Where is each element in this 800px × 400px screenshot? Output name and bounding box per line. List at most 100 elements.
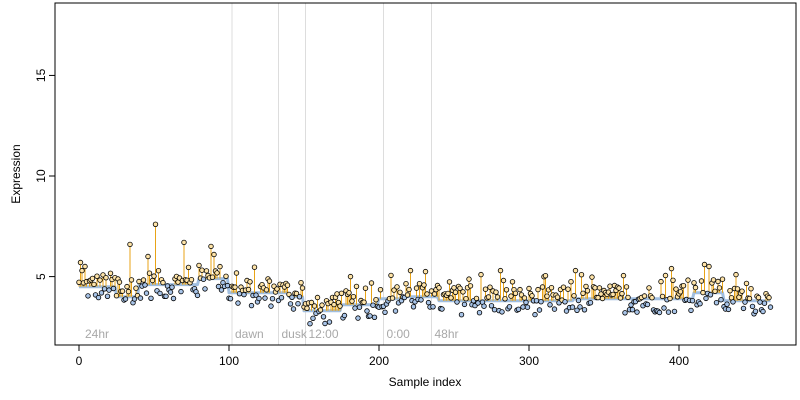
data-point <box>143 290 150 296</box>
data-point <box>547 302 553 308</box>
baseline-line <box>79 277 771 313</box>
data-point <box>304 305 310 311</box>
data-point <box>503 287 510 293</box>
data-point <box>91 281 97 288</box>
data-point <box>577 304 583 310</box>
data-point <box>448 295 454 301</box>
data-point <box>307 321 313 327</box>
data-point <box>388 272 394 279</box>
data-point <box>755 294 762 301</box>
data-point <box>122 296 129 302</box>
data-point <box>571 293 577 299</box>
x-tick-label: 0 <box>76 354 83 368</box>
data-point <box>749 303 756 310</box>
data-point <box>116 279 123 285</box>
data-point <box>724 301 730 307</box>
data-point <box>413 285 420 291</box>
data-point <box>106 287 112 293</box>
data-point <box>538 299 544 305</box>
data-point <box>308 299 315 306</box>
data-point <box>146 270 153 276</box>
data-point <box>404 292 411 298</box>
data-point <box>263 287 270 293</box>
data-point <box>634 309 640 315</box>
data-point <box>482 286 489 292</box>
data-point <box>85 293 91 299</box>
data-point <box>712 288 718 294</box>
data-point <box>568 279 574 285</box>
data-point <box>218 287 225 293</box>
x-axis: 0 100 200 300 400 <box>76 344 689 368</box>
data-point <box>203 268 210 274</box>
data-point <box>334 291 340 297</box>
data-point <box>406 286 412 293</box>
data-point <box>416 281 423 287</box>
data-point <box>689 298 696 304</box>
data-point <box>407 267 414 274</box>
data-point <box>256 295 262 302</box>
data-point <box>133 285 139 291</box>
data-point <box>452 289 459 295</box>
annotation-labels: 24hr dawn dusk 12:00 0:00 48hr <box>85 327 459 341</box>
x-tick-label: 400 <box>669 354 689 368</box>
data-point <box>233 270 240 276</box>
data-point <box>223 273 229 279</box>
data-point <box>355 315 361 321</box>
data-point <box>727 288 733 294</box>
data-point <box>322 320 328 327</box>
annotation-label-start: 24hr <box>85 327 109 341</box>
data-point <box>293 290 300 297</box>
data-point <box>137 295 144 301</box>
data-point <box>659 293 666 300</box>
data-point <box>562 299 568 305</box>
data-point <box>317 307 324 313</box>
data-point <box>685 277 691 283</box>
data-point <box>97 277 103 283</box>
data-point <box>392 308 399 314</box>
data-point <box>680 283 687 289</box>
data-point <box>320 314 327 320</box>
data-point <box>703 295 709 302</box>
data-point <box>119 288 126 294</box>
data-point <box>311 303 318 309</box>
data-point <box>362 285 369 291</box>
data-point <box>125 288 132 295</box>
data-point <box>494 294 501 300</box>
data-point <box>581 307 588 313</box>
data-point <box>520 304 526 310</box>
data-point <box>188 277 195 283</box>
data-point <box>247 279 253 285</box>
data-point <box>151 273 157 279</box>
data-point <box>346 290 352 296</box>
data-point <box>620 272 627 279</box>
data-point <box>224 282 231 289</box>
data-point <box>616 285 622 291</box>
data-point <box>485 294 492 300</box>
data-point <box>104 293 111 299</box>
data-point <box>350 294 357 300</box>
data-point <box>169 284 175 290</box>
data-point <box>644 301 651 308</box>
annotation-label-2: 12:00 <box>309 327 339 341</box>
data-point <box>757 299 763 305</box>
data-point <box>677 289 684 295</box>
data-point <box>373 297 379 303</box>
data-point <box>715 278 721 285</box>
data-point <box>421 282 427 288</box>
data-point <box>463 296 469 302</box>
data-point <box>145 253 151 260</box>
data-point <box>587 300 594 306</box>
data-point <box>349 298 355 304</box>
data-point <box>269 296 276 302</box>
data-point <box>76 279 82 285</box>
x-tick-label: 100 <box>219 354 239 368</box>
data-point <box>475 300 481 306</box>
data-point <box>554 294 561 300</box>
data-point <box>364 308 370 314</box>
data-point <box>377 287 384 293</box>
data-point <box>290 306 297 312</box>
data-point <box>535 286 541 293</box>
data-point <box>103 275 109 281</box>
data-point <box>509 279 516 285</box>
